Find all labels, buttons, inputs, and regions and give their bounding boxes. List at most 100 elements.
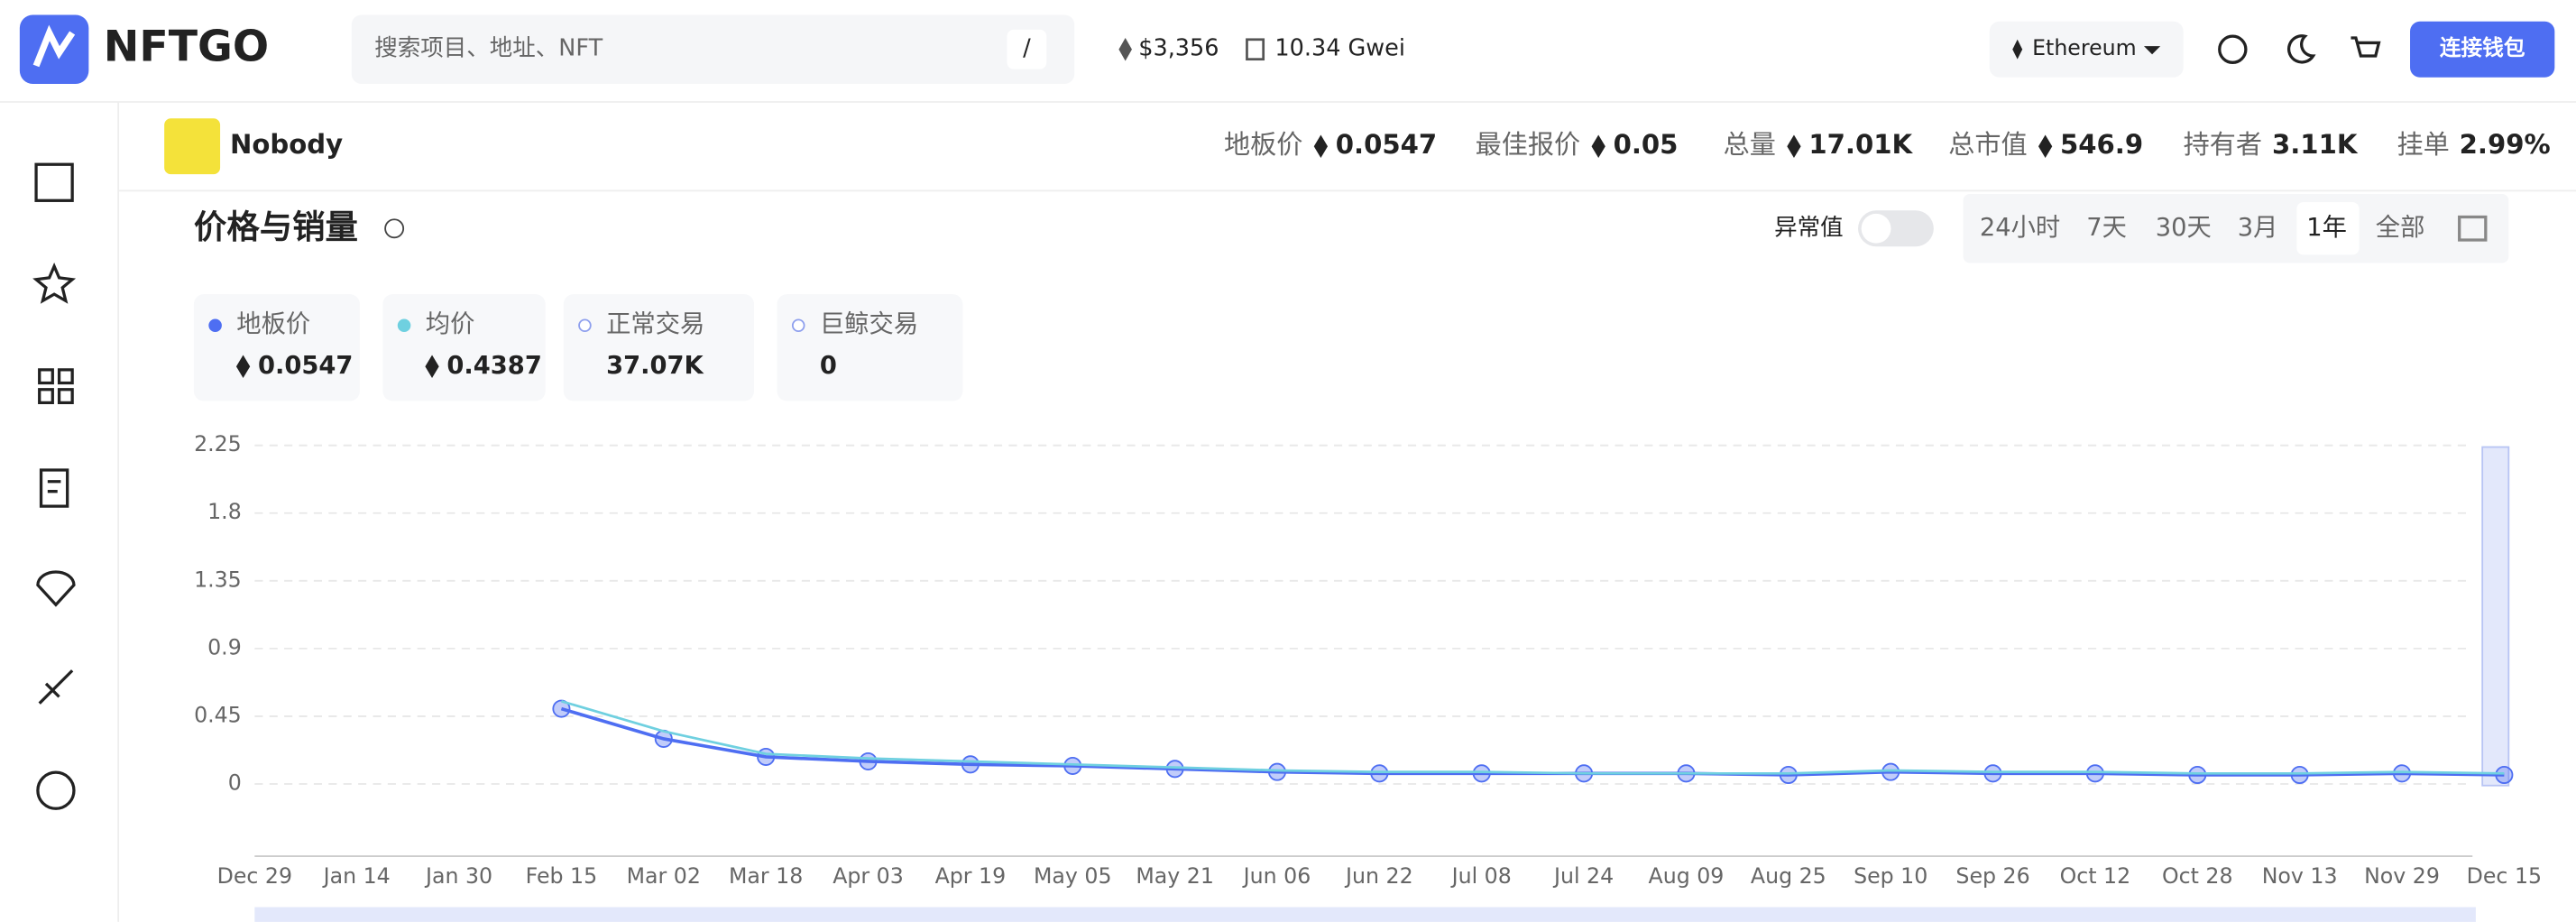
legend-dot	[208, 318, 222, 333]
range-button[interactable]: 30天	[2156, 214, 2212, 242]
series-line	[561, 699, 2505, 775]
stat-label: 最佳报价	[1476, 129, 1581, 160]
x-tick-label: Apr 19	[935, 863, 1007, 889]
eth-icon	[235, 355, 251, 379]
x-zoom-slider[interactable]	[254, 907, 2476, 922]
x-tick-label: Mar 18	[729, 863, 803, 889]
stat-label: 持有者	[2184, 129, 2262, 160]
x-tick-label: May 05	[1034, 863, 1112, 889]
eth-icon	[1313, 134, 1329, 158]
stat-value: 546.9	[2060, 129, 2143, 160]
cart-icon[interactable]	[2351, 36, 2381, 58]
info-icon	[384, 218, 405, 239]
x-tick-label: Jun 22	[1344, 863, 1413, 889]
range-group	[1963, 194, 2509, 263]
stat-label: 地板价	[1224, 129, 1302, 160]
nav-more[interactable]	[36, 770, 76, 810]
zoom-slider[interactable]	[2481, 446, 2510, 787]
x-tick-label: Jul 08	[1450, 863, 1512, 889]
range-button[interactable]: 7天	[2086, 214, 2127, 242]
x-tick-label: Apr 03	[833, 863, 904, 889]
nav-home[interactable]	[34, 162, 74, 202]
search-shortcut: /	[1023, 35, 1031, 62]
range-button[interactable]: 24小时	[1980, 214, 2060, 242]
panel-title: 价格与销量	[194, 207, 358, 246]
data-point	[552, 699, 571, 718]
gas-price: 10.34 Gwei	[1274, 35, 1404, 62]
theme-icon[interactable]	[2287, 34, 2316, 64]
outlier-label: 异常值	[1774, 214, 1844, 241]
legend-label: 正常交易	[606, 310, 704, 338]
x-tick-label: Nov 13	[2262, 863, 2338, 889]
stat-label: 挂单	[2397, 129, 2449, 160]
search-placeholder: 搜索项目、地址、NFT	[374, 35, 603, 62]
data-point	[1267, 762, 1286, 781]
legend-dot	[397, 318, 411, 333]
x-tick-label: Feb 15	[526, 863, 598, 889]
legend-dot	[578, 318, 592, 333]
y-tick-label: 1.8	[207, 499, 242, 524]
legend-card[interactable]	[777, 294, 963, 401]
search-box[interactable]	[351, 14, 1075, 84]
data-point	[2495, 765, 2514, 785]
network-select[interactable]	[1989, 21, 2184, 78]
range-button[interactable]: 全部	[2376, 214, 2425, 242]
legend-dot	[791, 318, 805, 333]
eth-icon	[2038, 134, 2053, 158]
eth-icon	[1787, 134, 1801, 158]
data-point	[961, 755, 980, 774]
range-active	[2296, 202, 2360, 255]
nav-reports[interactable]	[39, 468, 69, 508]
toggle-knob	[1861, 213, 1891, 244]
data-point	[1881, 762, 1900, 781]
gas-icon	[1246, 38, 1265, 61]
x-tick-label: Jan 14	[322, 863, 391, 889]
nav-rankings[interactable]	[38, 368, 74, 404]
language-icon[interactable]	[2218, 34, 2248, 64]
x-tick-label: Mar 02	[627, 863, 701, 889]
legend-value: 37.07K	[606, 352, 704, 380]
stat-label: 总量	[1724, 129, 1776, 160]
stat-value: 2.99%	[2460, 129, 2551, 160]
data-point	[757, 747, 776, 766]
nav-tools[interactable]	[38, 669, 74, 705]
y-tick-label: 1.35	[194, 567, 242, 592]
range-button[interactable]: 1年	[2306, 214, 2347, 242]
y-tick-label: 0	[228, 770, 242, 795]
calendar-icon[interactable]	[2458, 215, 2488, 242]
data-point	[2188, 765, 2207, 785]
stat-value: 0.05	[1614, 129, 1679, 160]
eth-icon	[2012, 39, 2023, 60]
x-tick-label: Oct 28	[2162, 863, 2233, 889]
data-point	[1983, 764, 2002, 783]
x-tick-label: Sep 10	[1854, 863, 1927, 889]
y-tick-label: 0.9	[207, 634, 242, 659]
data-point	[1472, 764, 1491, 783]
x-tick-label: Aug 09	[1649, 863, 1725, 889]
legend-card[interactable]	[193, 294, 360, 401]
x-tick-label: Jan 30	[424, 863, 492, 889]
legend-label: 巨鲸交易	[820, 310, 918, 338]
data-point	[2392, 764, 2412, 783]
legend-card[interactable]	[563, 294, 755, 401]
nav-airdrop[interactable]	[36, 570, 76, 607]
x-tick-label: Dec 29	[217, 863, 292, 889]
y-tick-label: 0.45	[194, 702, 242, 727]
x-tick-label: Dec 15	[2467, 863, 2542, 889]
legend-card[interactable]	[382, 294, 546, 401]
data-point	[1063, 756, 1082, 775]
range-button[interactable]: 3月	[2238, 214, 2278, 242]
collection-avatar	[164, 118, 221, 175]
connect-button-text: 连接钱包	[2440, 35, 2525, 60]
data-point	[1165, 760, 1184, 779]
data-point	[1370, 764, 1389, 783]
connect-button[interactable]	[2410, 21, 2555, 78]
nav-favorites[interactable]	[32, 262, 77, 304]
y-tick-label: 2.25	[194, 431, 242, 456]
logo-text[interactable]: NFTGO	[104, 23, 269, 72]
legend-value: 0.4387	[446, 352, 541, 380]
stat-value: 3.11K	[2272, 129, 2359, 160]
x-tick-label: Oct 12	[2060, 863, 2131, 889]
